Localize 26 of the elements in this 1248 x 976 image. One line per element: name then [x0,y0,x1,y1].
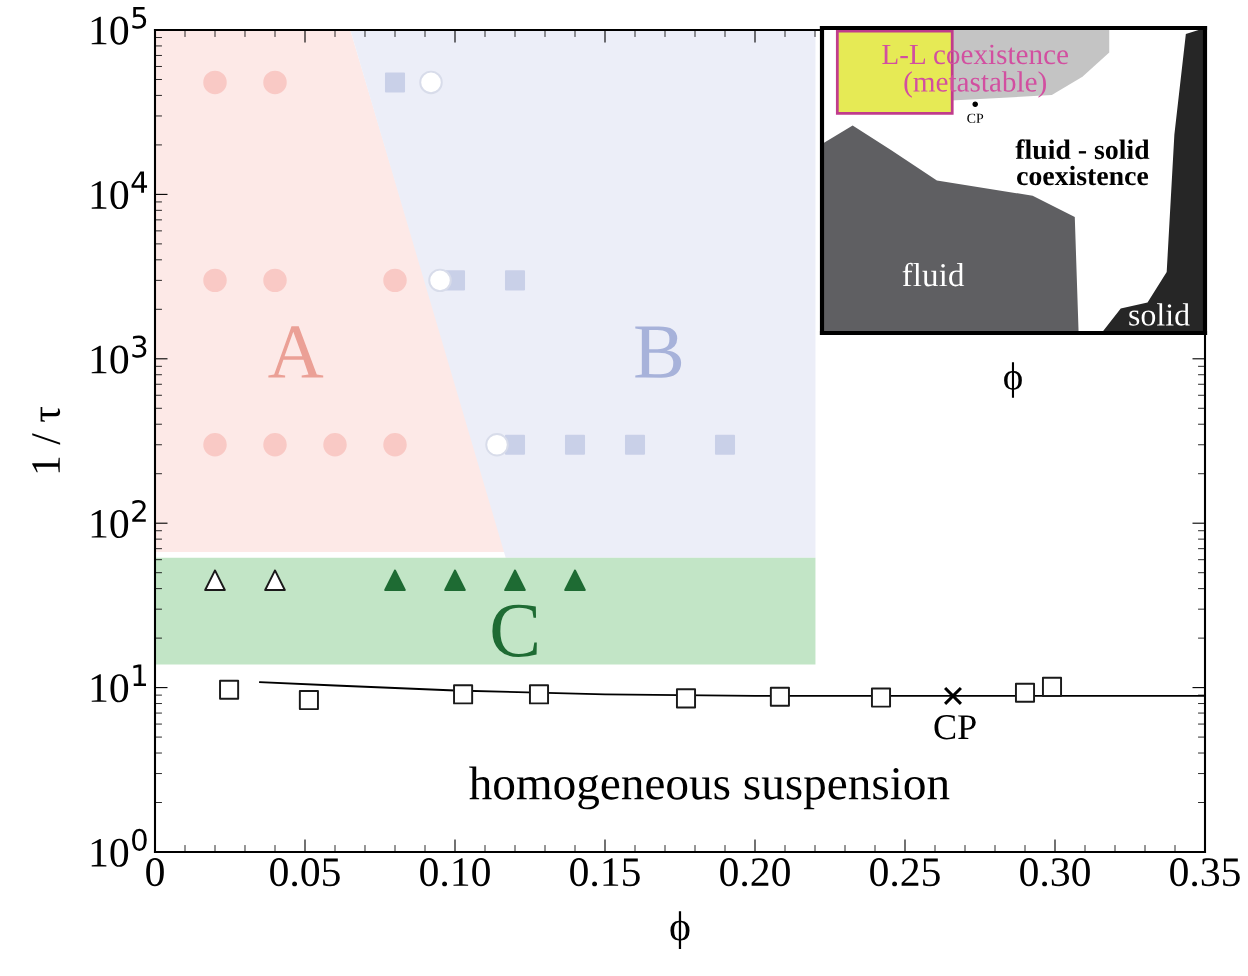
annotation: fluid [902,262,965,287]
x-tick-label: 0.30 [1020,858,1090,887]
x-axis-title: ϕ [670,911,690,950]
y-tick-label: 10$^{4}$ [91,171,148,210]
x-tick-label: 0 [146,858,164,887]
annotation: B [635,326,682,378]
x-tick-label: 0.25 [870,858,940,887]
annotation: homogeneous suspension [469,766,950,810]
annotation: CP [934,715,976,740]
x-tick-label: 0.10 [420,858,490,887]
y-tick-label: 10$^{3}$ [91,335,147,374]
annotation: ϕ [1004,362,1022,398]
y-axis-title: 1 / τ [32,406,61,473]
annotation: CP [967,113,984,123]
annotation: solid [1129,303,1190,326]
x-tick-label: 0.15 [570,858,640,887]
annotation: A [268,326,324,378]
annotation: C [492,604,537,657]
x-tick-label: 0.05 [270,858,340,887]
x-tick-label: 0.20 [720,858,790,887]
y-tick-label: 10$^{2}$ [91,500,146,539]
y-tick-label: 10$^{1}$ [91,664,146,703]
annotation: fluid - solid coexistence [1015,139,1150,186]
x-tick-label: 0.35 [1170,858,1240,887]
y-tick-label: 10$^{5}$ [91,7,147,45]
y-tick-label: 10$^{0}$ [91,828,147,867]
